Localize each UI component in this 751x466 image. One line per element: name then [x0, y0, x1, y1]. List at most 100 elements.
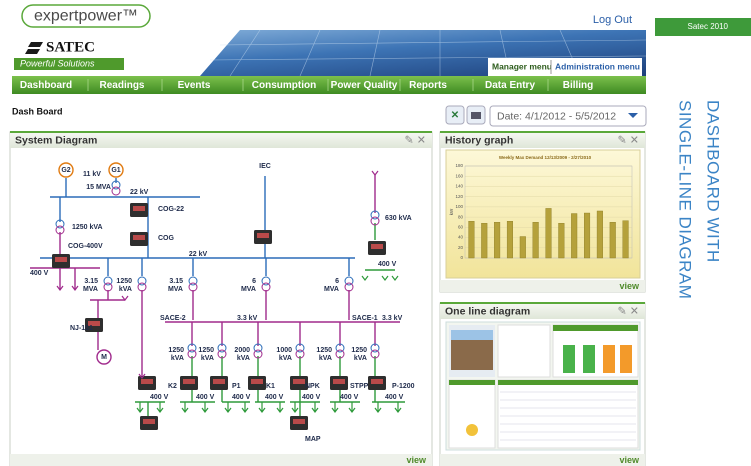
panel-icons: ✎ ✕	[405, 134, 427, 146]
bar	[584, 213, 590, 258]
nav-item[interactable]: Reports	[409, 80, 447, 91]
nav-item[interactable]: Power Quality	[331, 80, 398, 91]
print-icon	[471, 112, 481, 119]
bar	[507, 221, 513, 258]
diagram-label: COG-22	[158, 206, 184, 213]
diagram-label: 3.3 kV	[382, 315, 403, 322]
page: expertpower™ Log Out Satec 2010 SATEC Po…	[0, 0, 751, 466]
diagram-label: 400 V	[150, 394, 169, 401]
bar	[597, 211, 603, 258]
diagram-label: COG-400V	[68, 243, 103, 250]
bar	[610, 222, 616, 258]
caption: DASHBOARD WITH	[704, 100, 723, 263]
diagram-label: 6	[252, 278, 256, 285]
bar	[481, 223, 487, 258]
diagram-label: 1250	[198, 347, 214, 354]
diagram-label: 22 kV	[130, 189, 149, 196]
logout-link[interactable]: Log Out	[593, 14, 632, 26]
diagram-label: kVA	[171, 355, 184, 362]
meter-screen	[133, 235, 145, 240]
panel	[10, 132, 432, 466]
nav-item[interactable]: Readings	[99, 80, 144, 91]
diagram-label: kVA	[319, 355, 332, 362]
panel-title: History graph	[445, 134, 513, 146]
panel-icons: ✎ ✕	[618, 134, 640, 146]
diagram-label: 630 kVA	[385, 215, 412, 222]
diagram-label: kVA	[201, 355, 214, 362]
diagram-label: MVA	[168, 286, 183, 293]
chart-title: Weekly Max Demand 12/13/2009 - 2/27/2010	[499, 155, 592, 160]
diagram-label: 400 V	[302, 394, 321, 401]
y-tick-label: 160	[455, 173, 463, 178]
diagram-label: MVA	[83, 286, 98, 293]
diagram-label: IEC	[259, 163, 271, 170]
nav-item[interactable]: Events	[178, 80, 211, 91]
panel-title: One line diagram	[445, 305, 530, 317]
view-link[interactable]: view	[406, 455, 427, 465]
diagram-label: 3.15	[169, 278, 183, 285]
y-tick-label: 40	[458, 235, 464, 240]
chart-bg	[446, 150, 640, 278]
diagram-label: 1250	[316, 347, 332, 354]
meter-screen	[293, 379, 305, 384]
page-title: Dash Board	[12, 106, 63, 116]
caption: SINGLE-LINE DIAGRAM	[676, 100, 695, 299]
diagram-label: STPP	[350, 383, 369, 390]
diagram-label: 400 V	[340, 394, 359, 401]
y-tick-label: 100	[455, 204, 463, 209]
meter-screen	[293, 419, 305, 424]
bar	[559, 223, 565, 258]
meter-screen	[143, 419, 155, 424]
meter-screen	[251, 379, 263, 384]
y-tick-label: 140	[455, 184, 463, 189]
diagram-label: G2	[61, 167, 70, 174]
bar	[546, 208, 552, 258]
y-tick-label: 20	[458, 245, 464, 250]
diagram-label: G1	[111, 167, 120, 174]
bar	[571, 214, 577, 258]
tab[interactable]: Manager menu	[492, 61, 552, 71]
diagram-label: 400 V	[378, 261, 397, 268]
tagline: Powerful Solutions	[20, 58, 95, 68]
meter-screen	[141, 379, 153, 384]
diagram-label: 400 V	[265, 394, 284, 401]
y-tick-label: 120	[455, 194, 463, 199]
y-tick-label: 80	[458, 214, 464, 219]
badge: Satec 2010	[688, 22, 729, 31]
export-icon: ✕	[451, 110, 459, 121]
diagram-label: NJ-101	[70, 325, 93, 332]
diagram-label: 3.15	[84, 278, 98, 285]
meter-screen	[55, 257, 67, 262]
diagram-label: SACE-2	[160, 315, 186, 322]
bar	[623, 221, 629, 258]
diagram-label: 1250	[168, 347, 184, 354]
diagram-label: 11 kV	[83, 171, 101, 178]
panel-footer	[440, 280, 645, 292]
nav-item[interactable]: Data Entry	[485, 80, 535, 91]
diagram-label: MVA	[241, 286, 256, 293]
panel-title: System Diagram	[15, 134, 97, 146]
meter-screen	[133, 206, 145, 211]
diagram-label: 1250 kVA	[72, 224, 103, 231]
panel-footer	[440, 454, 645, 466]
nav-item[interactable]: Billing	[563, 80, 594, 91]
view-link[interactable]: view	[619, 455, 640, 465]
diagram-label: 15 MVA	[86, 184, 111, 191]
bar	[520, 237, 526, 258]
diagram-label: 2000	[234, 347, 250, 354]
diagram-label: 400 V	[196, 394, 215, 401]
view-link[interactable]: view	[619, 281, 640, 291]
meter-screen	[371, 244, 383, 249]
tab[interactable]: Administration menu	[555, 61, 640, 71]
diagram-label: P1	[232, 383, 241, 390]
diagram-label: P-1200	[392, 383, 415, 390]
nav-item[interactable]: Consumption	[252, 80, 316, 91]
meter-screen	[213, 379, 225, 384]
diagram-label: 22 kV	[189, 251, 208, 258]
diagram-label: M	[101, 354, 107, 361]
diagram-label: 400 V	[232, 394, 251, 401]
meter-screen	[257, 233, 269, 238]
diagram-label: kVA	[354, 355, 367, 362]
nav-item[interactable]: Dashboard	[20, 80, 72, 91]
meter-screen	[183, 379, 195, 384]
